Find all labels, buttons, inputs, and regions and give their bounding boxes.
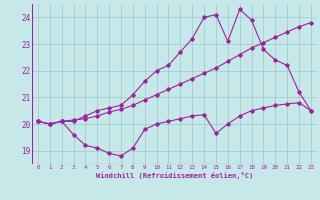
X-axis label: Windchill (Refroidissement éolien,°C): Windchill (Refroidissement éolien,°C) [96, 172, 253, 179]
